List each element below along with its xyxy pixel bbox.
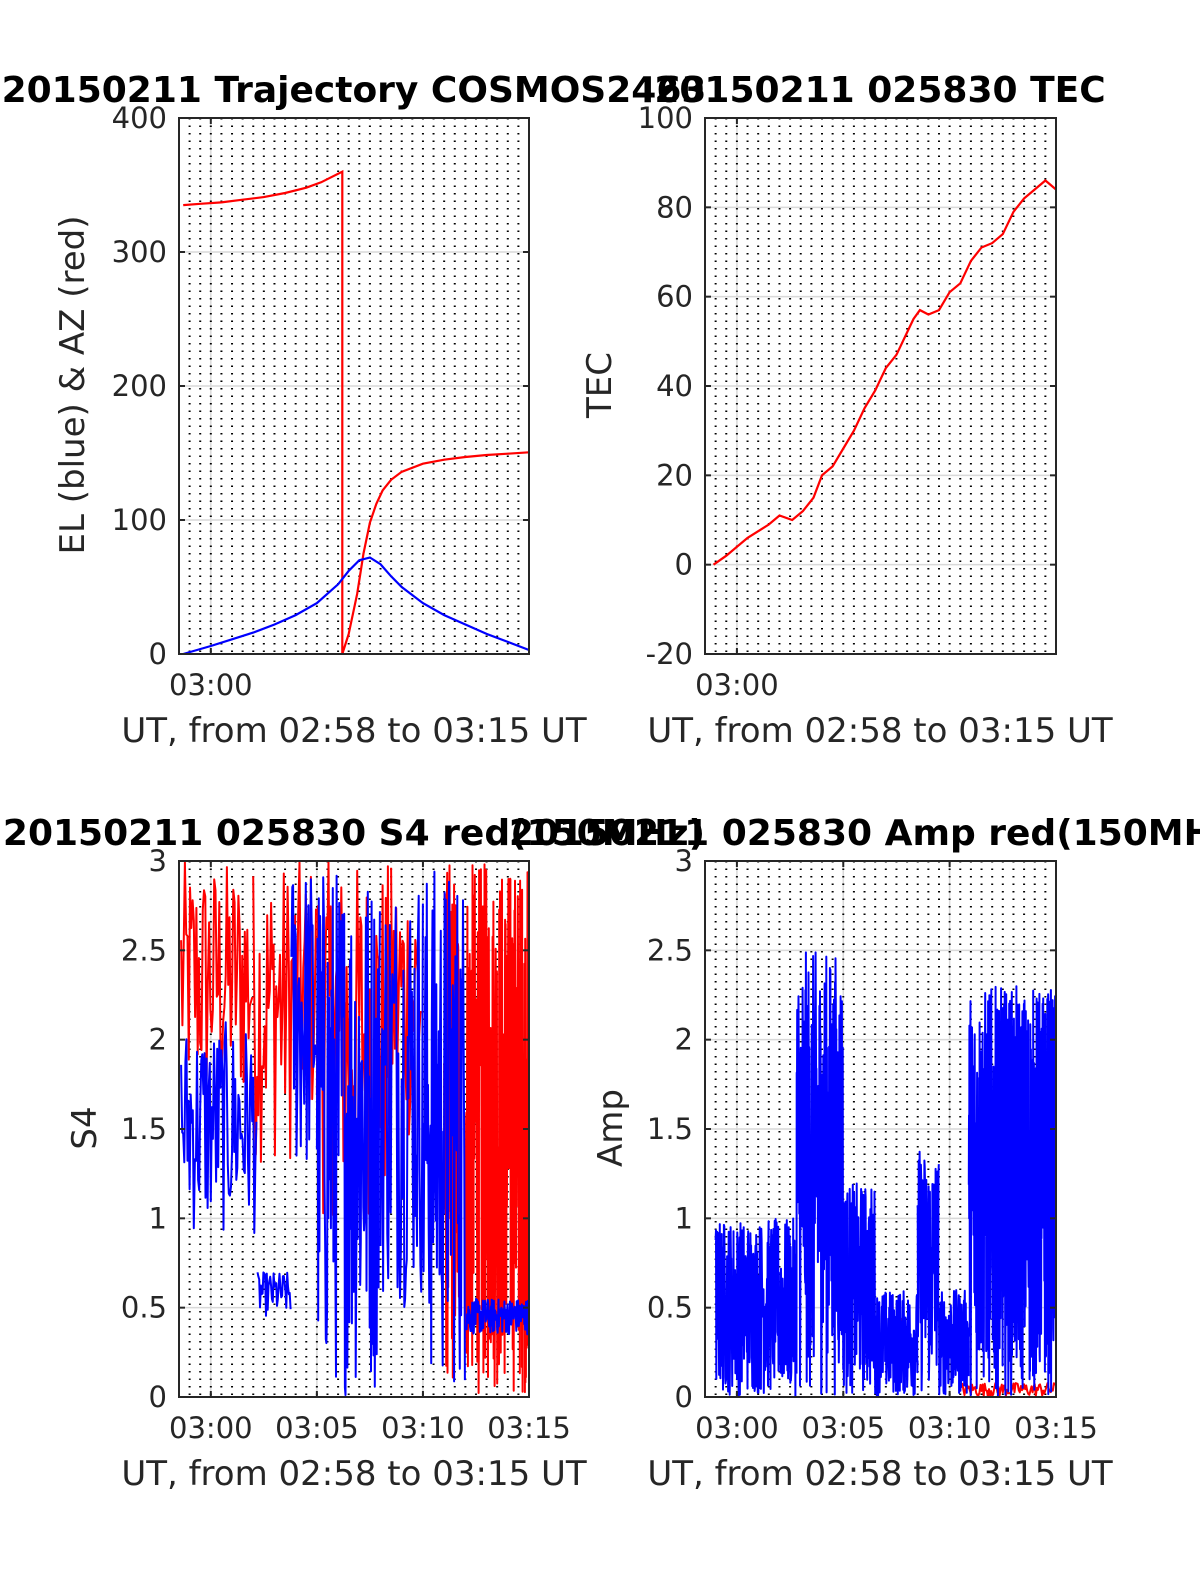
series-trace-1-0 bbox=[180, 1021, 258, 1234]
panel-3-xlabel: UT, from 02:58 to 03:15 UT bbox=[121, 1454, 587, 1494]
series-trace-0-1 bbox=[252, 872, 297, 1163]
panel-1-xlabel: UT, from 02:58 to 03:15 UT bbox=[121, 711, 587, 751]
x-tick-label: 03:00 bbox=[169, 1411, 253, 1445]
y-tick-label: 60 bbox=[656, 280, 693, 314]
y-tick-label: 1.5 bbox=[647, 1112, 693, 1146]
series-line-1 bbox=[182, 556, 530, 656]
series-trace-1-1 bbox=[795, 951, 845, 1396]
panel-1-title: 20150211 Trajectory COSMOS2463 bbox=[2, 70, 707, 111]
panel-4-xlabel: UT, from 02:58 to 03:15 UT bbox=[647, 1454, 1113, 1494]
y-tick-label: 20 bbox=[656, 458, 693, 492]
y-tick-label: 80 bbox=[656, 190, 693, 224]
series-trace-1-6 bbox=[967, 985, 1057, 1398]
y-tick-label: 100 bbox=[638, 101, 693, 135]
y-tick-label: 0 bbox=[149, 637, 167, 671]
panel-4-plot: 0 0.5 1 1.5 2 2.5 3 03:00 03:05 03:10 03:15 bbox=[647, 844, 1098, 1445]
panel-2-xlabel: UT, from 02:58 to 03:15 UT bbox=[647, 711, 1113, 751]
panel-2-ylabel: TEC bbox=[580, 352, 620, 419]
x-tick-label: 03:00 bbox=[695, 668, 779, 702]
y-tick-label: 1 bbox=[675, 1201, 693, 1235]
panel-1-ylabel: EL (blue) & AZ (red) bbox=[53, 215, 93, 554]
y-tick-label: 1.5 bbox=[121, 1112, 167, 1146]
series-trace-1-4 bbox=[379, 894, 424, 1308]
panel-3-title: 20150211 025830 S4 red(150MHz) bbox=[3, 813, 705, 854]
y-tick-label: 0 bbox=[675, 1380, 693, 1414]
y-tick-label: 2.5 bbox=[121, 933, 167, 967]
panel-4-title: 20150211 025830 Amp red(150MHz) bbox=[509, 813, 1200, 854]
series-line-0 bbox=[183, 169, 530, 655]
series-trace-1-6 bbox=[464, 1297, 530, 1336]
series-trace-1-3 bbox=[315, 874, 381, 1396]
y-tick-label: 2 bbox=[149, 1023, 167, 1057]
panel-3-plot: 0 0.5 1 1.5 2 2.5 3 03:00 03:05 03:10 03:15 bbox=[121, 844, 571, 1445]
y-tick-label: 200 bbox=[112, 369, 167, 403]
y-tick-label: 0 bbox=[149, 1380, 167, 1414]
x-tick-label: 03:05 bbox=[275, 1411, 359, 1445]
panel-2-plot: -20 0 20 40 60 80 100 03:00 bbox=[638, 101, 1057, 702]
x-tick-label: 03:10 bbox=[381, 1411, 465, 1445]
y-tick-label: -20 bbox=[646, 637, 693, 671]
y-tick-label: 0.5 bbox=[647, 1291, 693, 1325]
series-trace-1-5 bbox=[421, 870, 466, 1383]
series-trace-0-6 bbox=[464, 863, 530, 1394]
x-tick-label: 03:05 bbox=[801, 1411, 885, 1445]
x-tick-label: 03:00 bbox=[169, 668, 253, 702]
y-tick-label: 0.5 bbox=[121, 1291, 167, 1325]
series-trace-0-0 bbox=[180, 860, 254, 1083]
y-tick-label: 2 bbox=[675, 1023, 693, 1057]
panel-4-ylabel: Amp bbox=[591, 1089, 631, 1167]
series-line-0 bbox=[712, 179, 1057, 566]
x-tick-label: 03:15 bbox=[1014, 1411, 1098, 1445]
series-trace-1-2 bbox=[290, 878, 317, 1160]
panel-2-title: 20150211 025830 TEC bbox=[654, 70, 1105, 111]
x-tick-label: 03:00 bbox=[695, 1411, 779, 1445]
series-trace-1-5 bbox=[938, 1289, 970, 1396]
x-tick-label: 03:15 bbox=[487, 1411, 571, 1445]
y-tick-label: 1 bbox=[149, 1201, 167, 1235]
series-trace-1-0 bbox=[714, 1217, 798, 1398]
y-tick-label: 400 bbox=[112, 101, 167, 135]
series-trace-1-4 bbox=[916, 1150, 940, 1392]
series-trace-1-2 bbox=[842, 1182, 877, 1395]
y-tick-label: 3 bbox=[149, 844, 167, 878]
series-trace-1-1 bbox=[256, 1271, 292, 1317]
panel-1-plot: 0 100 200 300 400 03:00 bbox=[112, 101, 530, 702]
y-tick-label: 0 bbox=[675, 548, 693, 582]
series-trace-1-3 bbox=[874, 1290, 919, 1398]
y-tick-label: 2.5 bbox=[647, 933, 693, 967]
y-tick-label: 300 bbox=[112, 235, 167, 269]
y-tick-label: 40 bbox=[656, 369, 693, 403]
y-tick-label: 100 bbox=[112, 503, 167, 537]
x-tick-label: 03:10 bbox=[908, 1411, 992, 1445]
y-tick-label: 3 bbox=[675, 844, 693, 878]
panel-3-ylabel: S4 bbox=[65, 1106, 105, 1149]
